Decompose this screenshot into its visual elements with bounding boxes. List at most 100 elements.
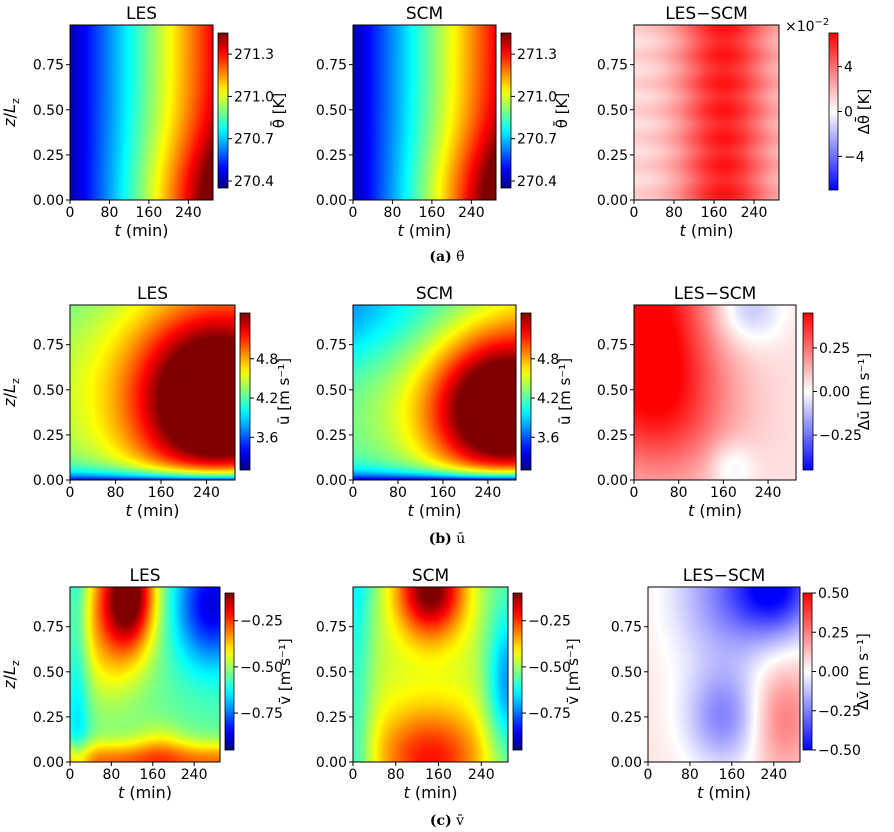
y-tick-label: 0.75: [33, 338, 64, 354]
y-tick-label: 0.25: [597, 428, 628, 444]
colorbar-tick-label: 271.3: [517, 47, 557, 63]
colorbar-label: ū [m s⁻¹]: [556, 358, 574, 425]
colorbar: [520, 312, 532, 471]
y-tick-label: 0.25: [33, 710, 64, 726]
colorbar: [500, 32, 512, 189]
plot-frame: [352, 24, 497, 201]
plot-frame: [352, 586, 509, 763]
panel-title: SCM: [412, 566, 449, 586]
y-tick-label: 0.75: [33, 620, 64, 636]
x-tick-label: 160: [701, 205, 728, 221]
y-tick-label: 0.50: [597, 383, 628, 399]
y-axis-label: z/Lz: [0, 378, 22, 408]
x-tick-label: 80: [101, 205, 119, 221]
y-tick-label: 0.75: [316, 620, 347, 636]
heatmap-image: [634, 25, 779, 200]
colorbar-label: Δū [m s⁻¹]: [855, 353, 873, 430]
colorbar-tick-label: −0.25: [819, 428, 862, 444]
panel-v-0: LES 0 80 160 240 t (min) 0.00 0.25 0.50 0.75 z/Lz −…: [0, 566, 294, 802]
plot-frame: [633, 24, 780, 201]
colorbar: [828, 32, 839, 191]
colorbar-label: θ̄ [K]: [552, 93, 571, 129]
x-tick-label: 160: [718, 767, 745, 783]
panel-title: LES: [126, 4, 157, 24]
y-tick-label: 0.00: [33, 193, 64, 209]
y-tick-label: 0.75: [33, 58, 64, 74]
colorbar-tick-label: 270.4: [517, 174, 557, 190]
panel-title: LES−SCM: [683, 566, 766, 586]
x-tick-label: 240: [755, 485, 782, 501]
heatmap-image: [70, 587, 220, 762]
y-tick-label: 0.50: [33, 383, 64, 399]
y-tick-label: 0.50: [316, 383, 347, 399]
x-tick-label: 80: [389, 485, 407, 501]
plot-frame: [647, 586, 801, 763]
panel-u-1: SCM 0 80 160 240 t (min) 0.00 0.25 0.50 0.75 3.6 4.…: [316, 284, 574, 520]
x-tick-label: 240: [175, 205, 202, 221]
caption-a: (a) θ̄: [429, 249, 465, 265]
y-tick-label: 0.00: [33, 755, 64, 771]
y-axis-label: z/Lz: [0, 660, 22, 690]
y-tick-label: 0.75: [316, 58, 347, 74]
y-tick-label: 0.50: [316, 103, 347, 119]
y-tick-label: 0.50: [33, 665, 64, 681]
colorbar-tick-label: 271.0: [517, 89, 557, 105]
x-tick-label: 0: [630, 485, 639, 501]
y-tick-label: 0.50: [597, 103, 628, 119]
y-tick-label: 0.25: [316, 428, 347, 444]
x-tick-label: 160: [430, 485, 457, 501]
heatmap-image: [70, 305, 235, 480]
x-tick-label: 160: [136, 205, 163, 221]
y-axis-label: z/Lz: [0, 98, 22, 128]
x-axis-label: t (min): [407, 501, 461, 520]
colorbar: [217, 32, 229, 189]
colorbar: [512, 592, 523, 751]
panel-theta-0: LES 0 80 160 240 t (min) 0.00 0.25 0.50 0.75 z/Lz 2…: [0, 4, 288, 240]
panel-title: LES−SCM: [665, 4, 748, 24]
colorbar-tick-label: −0.25: [240, 614, 283, 630]
y-tick-label: 0.75: [611, 620, 642, 636]
colorbar-tick-label: 0.00: [819, 385, 850, 401]
colorbar-tick-label: −0.75: [240, 706, 283, 722]
x-tick-label: 80: [681, 767, 699, 783]
plot-frame: [352, 304, 517, 481]
y-tick-label: 0.25: [316, 148, 347, 164]
colorbar-label: ū [m s⁻¹]: [275, 358, 293, 425]
caption-c: (c) v̄: [429, 813, 465, 829]
y-tick-label: 0.75: [597, 58, 628, 74]
colorbar-tick-label: 4.2: [256, 391, 278, 407]
heatmap-image: [70, 25, 213, 200]
colorbar-tick-label: −0.25: [528, 614, 571, 630]
x-tick-label: 0: [66, 767, 75, 783]
colorbar-label: Δθ̄ [K]: [854, 89, 873, 135]
colorbar-tick-label: 4.2: [537, 391, 559, 407]
y-tick-label: 0.50: [33, 103, 64, 119]
y-tick-label: 0.00: [316, 473, 347, 489]
panel-title: SCM: [406, 4, 443, 24]
x-tick-label: 0: [630, 205, 639, 221]
colorbar: [239, 312, 251, 471]
heatmap-image: [648, 587, 800, 762]
colorbar: [802, 312, 814, 471]
panel-title: LES: [137, 284, 168, 304]
y-tick-label: 0.00: [597, 473, 628, 489]
colorbar-tick-label: 270.7: [234, 132, 274, 148]
x-tick-label: 0: [349, 767, 358, 783]
y-tick-label: 0.25: [597, 148, 628, 164]
panel-theta-2: LES−SCM 0 80 160 240 t (min) 0.00 0.25 0.50 0.75 −…: [597, 4, 873, 240]
colorbar-tick-label: −4: [844, 149, 865, 165]
panel-title: SCM: [416, 284, 453, 304]
x-tick-label: 0: [349, 485, 358, 501]
plot-frame: [69, 586, 221, 763]
y-tick-label: 0.50: [611, 665, 642, 681]
colorbar-tick-label: 0.25: [819, 341, 850, 357]
colorbar-tick-label: 0: [844, 105, 853, 121]
x-axis-label: t (min): [397, 221, 451, 240]
x-tick-label: 80: [102, 767, 120, 783]
x-axis-label: t (min): [114, 221, 168, 240]
colorbar: [802, 592, 813, 751]
colorbar-tick-label: 271.0: [234, 89, 274, 105]
x-axis-label: t (min): [679, 221, 733, 240]
y-tick-label: 0.25: [611, 710, 642, 726]
colorbar-tick-label: 4: [844, 60, 853, 76]
